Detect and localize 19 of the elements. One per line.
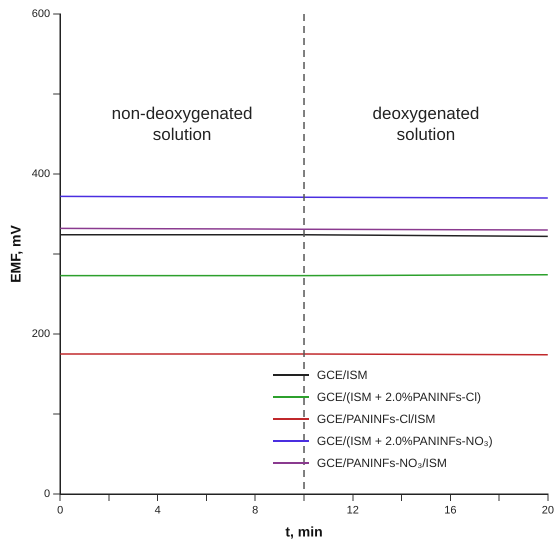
- y-tick-label: 400: [32, 168, 50, 180]
- x-tick-label: 4: [154, 504, 161, 517]
- legend-label: GCE/PANINFs-Cl/ISM: [316, 412, 436, 426]
- x-axis-title: t, min: [285, 523, 323, 540]
- legend-label: GCE/(ISM + 2.0%PANINFs-NO₃): [316, 434, 493, 448]
- x-tick-label: 16: [444, 504, 456, 517]
- legend-label: GCE/PANINFs-NO₃/ISM: [316, 456, 447, 470]
- annotation: deoxygenated solution: [372, 104, 480, 144]
- y-axis-title: EMF, mV: [7, 224, 24, 283]
- x-tick-label: 20: [542, 504, 554, 517]
- y-tick-label: 0: [44, 488, 50, 500]
- x-tick-label: 0: [57, 504, 64, 517]
- annotation: non-deoxygenated solution: [112, 104, 253, 144]
- legend-label: GCE/(ISM + 2.0%PANINFs-Cl): [316, 390, 482, 404]
- y-tick-label: 200: [32, 328, 50, 340]
- legend-label: GCE/ISM: [316, 368, 368, 382]
- x-tick-label: 8: [252, 504, 258, 517]
- x-tick-label: 12: [346, 504, 359, 517]
- y-tick-label: 600: [32, 8, 50, 20]
